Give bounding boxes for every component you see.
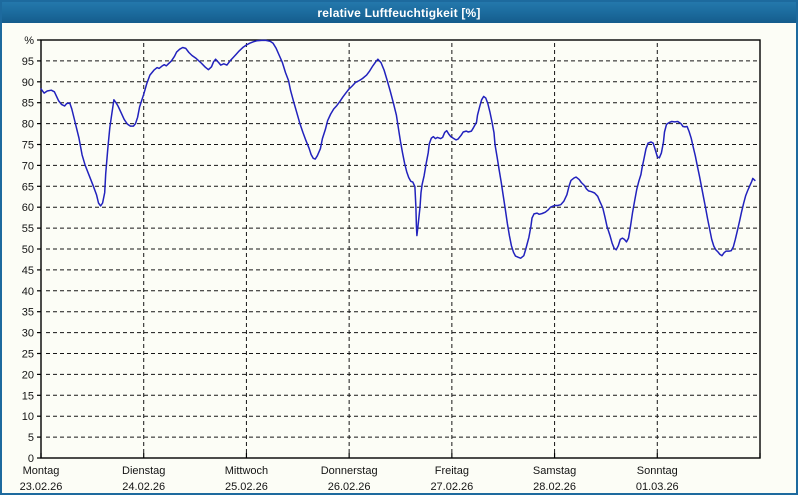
y-axis-label: 65 bbox=[22, 181, 34, 193]
x-axis-date-label: 26.02.26 bbox=[328, 481, 371, 493]
x-axis-day-label: Sonntag bbox=[637, 465, 678, 477]
y-axis-label: 50 bbox=[22, 244, 34, 256]
window-title: relative Luftfeuchtigkeit [%] bbox=[317, 5, 481, 20]
y-axis-label: 75 bbox=[22, 140, 34, 152]
y-axis-label: 55 bbox=[22, 223, 34, 235]
chart-area: 0 5 10 15 20 25 30 35 40 45 50 55 60 65 70 75 80 85 90 95% M… bbox=[2, 23, 796, 493]
plot-frame bbox=[40, 39, 761, 459]
title-bar[interactable]: relative Luftfeuchtigkeit [%] bbox=[2, 2, 796, 23]
y-axis-label: 70 bbox=[22, 160, 34, 172]
y-axis-label: 45 bbox=[22, 265, 34, 277]
humidity-line bbox=[40, 39, 756, 259]
y-axis-label: % bbox=[24, 35, 34, 47]
x-axis-day-label: Mittwoch bbox=[225, 465, 268, 477]
x-axis-day-label: Donnerstag bbox=[321, 465, 378, 477]
y-axis-label: 35 bbox=[22, 307, 34, 319]
x-axis-date-label: 23.02.26 bbox=[20, 481, 63, 493]
y-axis-label: 5 bbox=[28, 432, 34, 444]
y-axis-label: 90 bbox=[22, 77, 34, 89]
y-axis-label: 15 bbox=[22, 390, 34, 402]
y-axis-label: 20 bbox=[22, 369, 34, 381]
y-axis-label: 80 bbox=[22, 119, 34, 131]
chart-svg: 0 5 10 15 20 25 30 35 40 45 50 55 60 65 70 75 80 85 90 95% M… bbox=[20, 35, 761, 493]
y-axis-label: 95 bbox=[22, 56, 34, 68]
x-axis-date-label: 01.03.26 bbox=[636, 481, 679, 493]
x-axis-day-label: Samstag bbox=[533, 465, 576, 477]
x-axis-day-label: Freitag bbox=[435, 465, 469, 477]
y-axis-label: 40 bbox=[22, 286, 34, 298]
x-axis-date-label: 27.02.26 bbox=[430, 481, 473, 493]
x-axis-date-label: 24.02.26 bbox=[122, 481, 165, 493]
y-axis-label: 0 bbox=[28, 453, 34, 465]
x-axis-date-label: 28.02.26 bbox=[533, 481, 576, 493]
y-axis-label: 25 bbox=[22, 349, 34, 361]
x-axis-date-label: 25.02.26 bbox=[225, 481, 268, 493]
y-axis-label: 10 bbox=[22, 411, 34, 423]
y-axis-label: 60 bbox=[22, 202, 34, 214]
y-axis-label: 30 bbox=[22, 328, 34, 340]
y-axis-label: 85 bbox=[22, 98, 34, 110]
x-axis-day-label: Montag bbox=[23, 465, 60, 477]
x-axis-day-label: Dienstag bbox=[122, 465, 165, 477]
